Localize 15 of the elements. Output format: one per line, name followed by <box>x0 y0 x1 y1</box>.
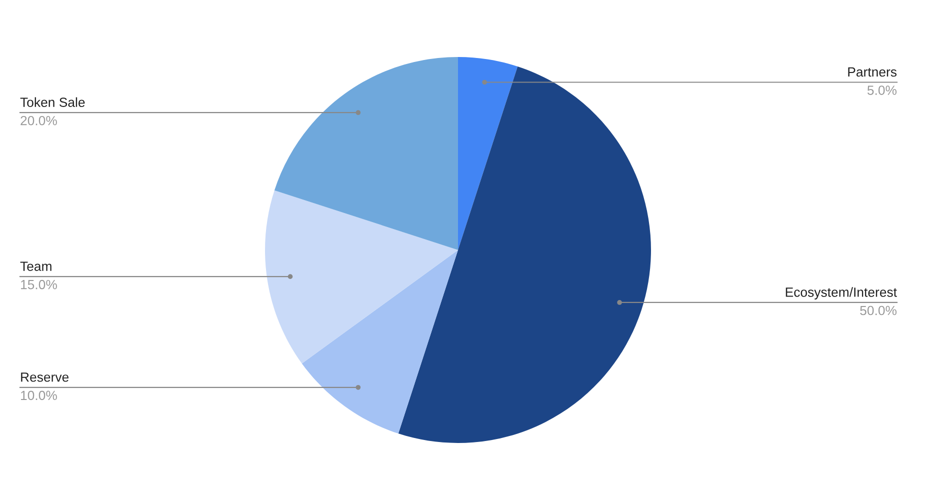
slice-label: Token Sale <box>20 97 85 107</box>
data-label: 10.0% <box>21 390 57 400</box>
pie-slice <box>398 66 651 443</box>
slice-label: Team <box>20 262 52 271</box>
pie-slice <box>458 57 518 250</box>
slice-label: Partners <box>848 67 897 77</box>
data-label: 50.0% <box>860 306 897 316</box>
data-label: 15.0% <box>21 280 57 290</box>
pie-slice <box>302 250 458 434</box>
slice-label: Ecosystem/Interest <box>786 287 897 300</box>
slice-label: Reserve <box>21 372 69 382</box>
pie-slice <box>265 190 458 364</box>
data-label: 5.0% <box>867 86 897 95</box>
data-label: 20.0% <box>20 116 57 126</box>
pie-slice <box>274 57 458 250</box>
